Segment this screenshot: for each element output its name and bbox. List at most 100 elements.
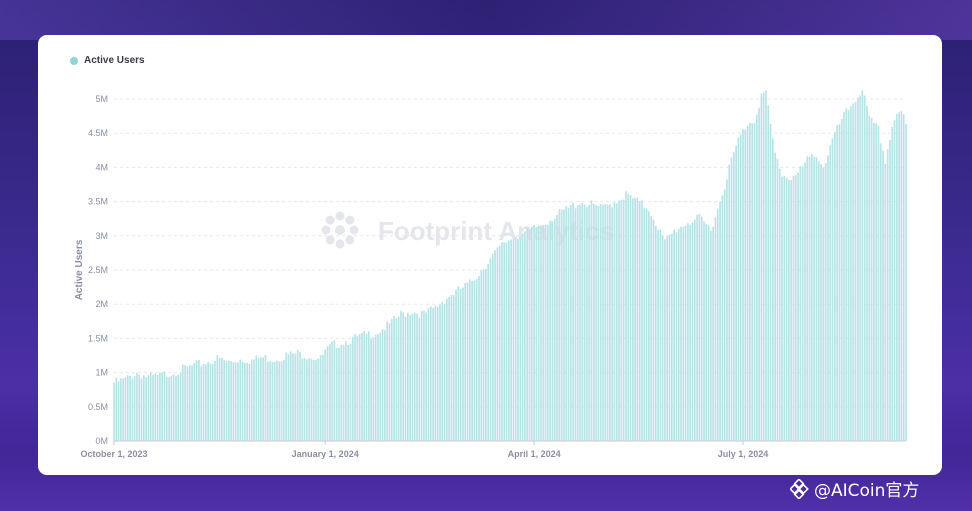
data-bar	[363, 331, 366, 441]
data-bar	[749, 122, 751, 442]
data-bar	[115, 377, 118, 441]
data-bar	[482, 269, 485, 441]
data-bar	[776, 158, 779, 441]
data-bar	[287, 354, 290, 441]
data-bar	[863, 95, 866, 441]
data-bar	[400, 310, 402, 441]
data-bar	[374, 334, 377, 441]
data-bar	[886, 149, 889, 441]
data-bar	[315, 360, 317, 441]
data-bar	[693, 219, 696, 441]
data-bar	[388, 323, 391, 441]
data-bar	[680, 226, 682, 441]
data-bar	[250, 359, 253, 441]
data-bar	[675, 232, 678, 441]
data-bar	[833, 131, 836, 441]
data-bar	[271, 361, 274, 441]
data-bar	[161, 372, 164, 441]
data-bar	[673, 230, 675, 441]
data-bar	[595, 205, 597, 441]
data-bar	[618, 200, 620, 441]
data-bar	[390, 319, 393, 441]
data-bar	[859, 95, 861, 441]
data-bar	[264, 354, 267, 441]
data-bar	[436, 306, 439, 441]
y-tick-label: 2.5M	[88, 265, 108, 275]
data-bar	[788, 179, 790, 441]
data-bar	[283, 360, 285, 441]
data-bar	[260, 357, 262, 441]
data-bar	[406, 312, 409, 441]
data-bar	[572, 202, 574, 441]
data-bar	[641, 200, 643, 441]
data-bar	[817, 161, 820, 441]
data-bar	[285, 352, 288, 441]
data-bar	[124, 377, 127, 441]
data-bar	[590, 200, 593, 441]
chart-legend[interactable]: Active Users	[70, 55, 145, 66]
data-bar	[891, 126, 894, 441]
data-bar	[597, 206, 600, 441]
data-bar	[785, 177, 788, 442]
data-bar	[758, 107, 760, 442]
data-bar	[650, 216, 653, 441]
data-bar	[404, 316, 407, 441]
data-bar	[827, 155, 829, 441]
data-bar	[634, 197, 636, 441]
data-bar	[661, 235, 664, 441]
data-bar	[120, 378, 122, 441]
data-bar	[257, 358, 260, 441]
data-bar	[473, 280, 476, 441]
data-bar	[159, 372, 161, 441]
data-bar	[696, 214, 698, 441]
data-bar	[234, 362, 237, 441]
data-bar	[156, 374, 159, 441]
data-bar	[744, 129, 747, 441]
data-bar	[648, 211, 650, 441]
aicoin-watermark: @AICoin官方	[790, 476, 919, 501]
data-bar	[542, 224, 545, 441]
data-bar	[423, 310, 425, 441]
data-bar	[707, 225, 710, 441]
data-bar	[420, 311, 423, 441]
data-bar	[466, 282, 469, 441]
data-bar	[553, 218, 556, 441]
data-bar	[294, 353, 297, 441]
data-bar	[668, 234, 671, 441]
active-users-bar-chart: 0M 0.5M 1M 1.5M 2M 2.5M 3M 3.5M 4M 4.5M 5M Active U…	[74, 90, 907, 459]
data-bar	[377, 334, 379, 441]
data-bar	[721, 195, 724, 441]
data-bar	[393, 315, 395, 441]
data-bar	[716, 208, 719, 441]
data-bar	[622, 199, 625, 441]
data-bar	[207, 361, 209, 441]
data-bar	[804, 162, 806, 442]
footprint-logo-dot	[349, 225, 359, 235]
data-bar	[889, 139, 891, 441]
data-bar	[133, 376, 136, 441]
data-bar	[645, 208, 648, 441]
data-bar	[170, 375, 173, 441]
data-bar	[558, 209, 561, 441]
data-bar	[705, 223, 708, 441]
data-bar	[831, 138, 834, 441]
data-bar	[765, 90, 767, 441]
data-bar	[455, 289, 457, 441]
y-tick-label: 1.5M	[88, 333, 108, 343]
y-tick-label: 3.5M	[88, 197, 108, 207]
y-tick-label: 0.5M	[88, 402, 108, 412]
data-bar	[489, 258, 492, 441]
data-bar	[278, 361, 281, 441]
data-bar	[629, 195, 632, 441]
data-bar	[113, 382, 115, 441]
data-bar	[131, 378, 134, 441]
data-bar	[441, 302, 444, 441]
data-bar	[358, 334, 361, 441]
data-bar	[501, 242, 503, 441]
data-bar	[569, 204, 572, 441]
data-bar	[409, 315, 411, 441]
data-bar	[239, 359, 242, 441]
data-bar	[540, 225, 542, 441]
data-bar	[434, 305, 437, 441]
data-bar	[200, 366, 203, 441]
